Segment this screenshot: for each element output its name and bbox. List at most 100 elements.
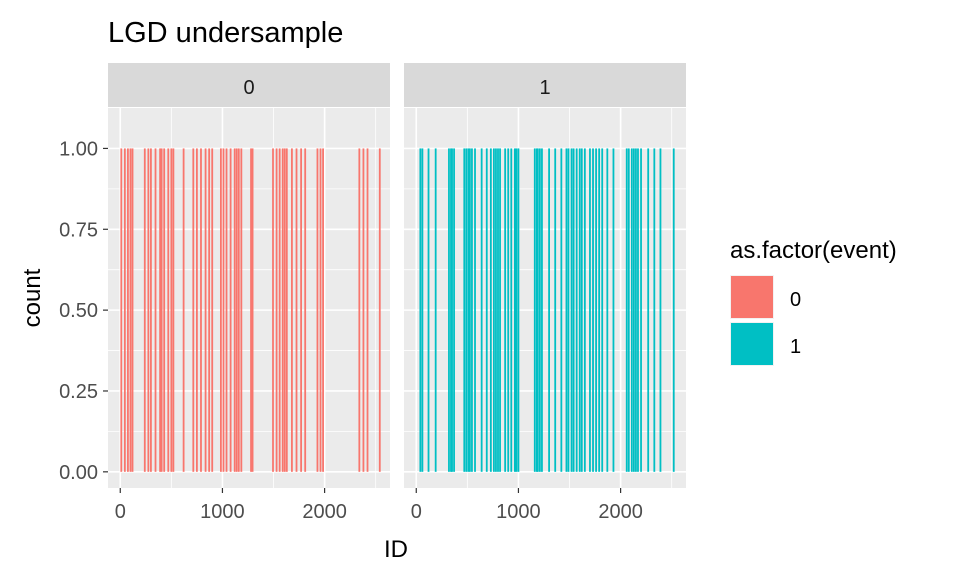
bar xyxy=(233,148,236,472)
facet-strip-label: 1 xyxy=(539,77,550,99)
bar xyxy=(578,148,581,472)
bar xyxy=(504,148,507,472)
bar xyxy=(659,148,662,472)
bar xyxy=(225,148,228,472)
bar xyxy=(450,148,452,472)
bar xyxy=(533,148,536,472)
legend-swatch xyxy=(731,323,773,365)
bar xyxy=(182,148,185,472)
bar xyxy=(378,148,381,472)
bar xyxy=(598,148,601,472)
bar xyxy=(200,148,202,472)
y-tick-label: 1.00 xyxy=(59,138,98,160)
bar xyxy=(421,148,424,472)
facet-panel-1: 1 xyxy=(404,63,686,488)
bar xyxy=(362,148,365,472)
bar xyxy=(237,148,240,472)
bar xyxy=(630,148,633,472)
bar xyxy=(510,148,513,472)
bar xyxy=(300,148,303,472)
bar xyxy=(535,148,538,472)
bar xyxy=(319,148,322,472)
bar xyxy=(672,148,675,472)
bar xyxy=(572,148,575,472)
y-tick-label: 0.75 xyxy=(59,219,98,241)
bar xyxy=(229,148,232,472)
bar xyxy=(592,148,594,472)
bar xyxy=(451,148,453,472)
y-tick-label: 0.25 xyxy=(59,381,98,403)
bar xyxy=(589,148,591,472)
legend: as.factor(event) 01 xyxy=(730,237,897,366)
bar xyxy=(295,148,298,472)
bar xyxy=(131,148,134,472)
bar xyxy=(160,148,163,472)
y-axis-label: count xyxy=(19,268,46,327)
bar xyxy=(222,148,225,472)
bar xyxy=(127,148,129,472)
x-axes: 0 1000 2000 0 1000 2000 xyxy=(115,488,643,523)
bar xyxy=(575,148,578,472)
bar xyxy=(489,148,492,472)
y-tick-label: 0.00 xyxy=(59,462,98,484)
bar xyxy=(515,148,518,472)
bar xyxy=(497,148,499,472)
facet-strip-0 xyxy=(108,63,390,107)
bar xyxy=(172,148,175,472)
x-tick-label: 2000 xyxy=(598,501,643,523)
x-axis-label: ID xyxy=(384,536,408,563)
bar xyxy=(285,148,288,472)
bar xyxy=(507,148,510,472)
bar xyxy=(167,148,170,472)
bar xyxy=(565,148,568,472)
x-tick-label: 1000 xyxy=(200,501,245,523)
x-tick-label: 2000 xyxy=(302,501,347,523)
bar xyxy=(647,148,650,472)
bar xyxy=(220,148,222,472)
bar xyxy=(159,148,162,472)
legend-label: 0 xyxy=(790,289,801,311)
bar xyxy=(453,148,455,472)
legend-keys: 01 xyxy=(730,275,801,366)
bar xyxy=(150,148,152,472)
bar xyxy=(434,148,437,472)
bar xyxy=(427,148,430,472)
bar xyxy=(419,148,422,472)
bar xyxy=(366,148,369,472)
bar xyxy=(272,148,274,472)
bar xyxy=(612,148,615,472)
bar xyxy=(163,148,166,472)
bar xyxy=(240,148,243,472)
y-axis: 0.00 0.25 0.50 0.75 1.00 xyxy=(59,138,108,484)
bar xyxy=(580,148,583,472)
bar xyxy=(469,148,471,472)
bar xyxy=(278,148,281,472)
panel-background xyxy=(404,108,686,488)
legend-swatch xyxy=(731,276,773,318)
facet-panel-0: 0 xyxy=(108,63,390,488)
bar xyxy=(606,148,609,472)
bar xyxy=(601,148,604,472)
bar xyxy=(541,148,543,472)
legend-item-1: 1 xyxy=(730,322,801,366)
x-tick-label: 1000 xyxy=(496,501,541,523)
bar xyxy=(536,148,539,472)
bar xyxy=(493,148,495,472)
bar xyxy=(211,148,214,472)
bar xyxy=(143,148,146,472)
bar xyxy=(322,148,324,472)
bar xyxy=(538,148,541,472)
y-tick-label: 0.50 xyxy=(59,300,98,322)
bar xyxy=(495,148,497,472)
bar xyxy=(208,148,211,472)
bar xyxy=(120,148,123,472)
x-tick-label: 0 xyxy=(411,501,422,523)
chart-title: LGD undersample xyxy=(108,17,343,49)
bar xyxy=(632,148,635,472)
bar xyxy=(567,148,570,472)
bar xyxy=(123,148,126,472)
bar xyxy=(304,148,307,472)
legend-item-0: 0 xyxy=(730,275,801,319)
